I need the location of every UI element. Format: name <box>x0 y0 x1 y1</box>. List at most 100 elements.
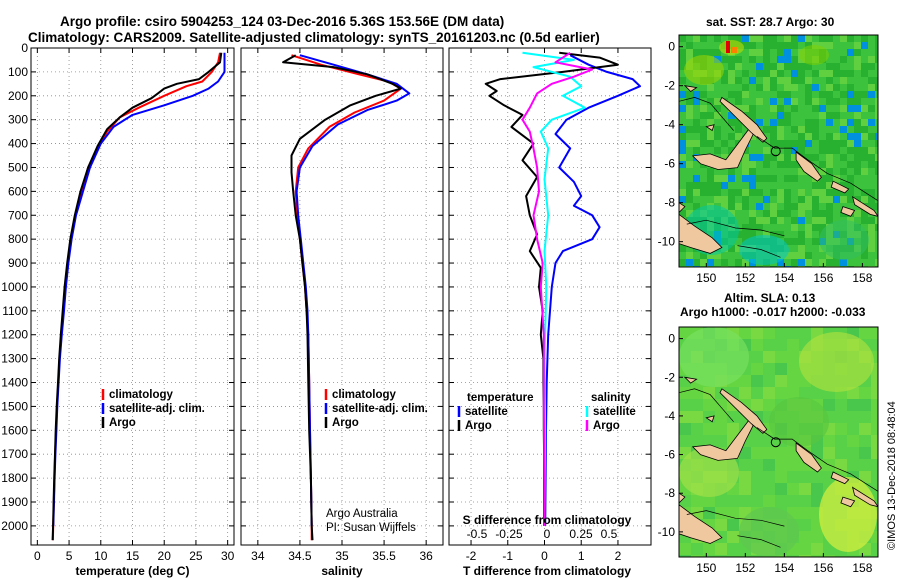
map-pixel <box>798 133 805 140</box>
x-tick-label: 158 <box>852 561 872 575</box>
map-pixel <box>791 238 798 245</box>
map-pixel <box>861 196 868 203</box>
legend-title: temperature <box>467 392 533 404</box>
map-pixel <box>686 210 693 217</box>
map-pixel <box>770 189 777 196</box>
map-pixel <box>784 154 791 161</box>
map-pixel <box>805 133 812 140</box>
map-pixel <box>840 119 847 126</box>
map-pixel <box>791 175 798 182</box>
map-pixel <box>763 42 770 49</box>
map-pixel <box>859 423 871 435</box>
map-pixel <box>854 133 861 140</box>
map-pixel <box>770 154 777 161</box>
x-tick-label: 152 <box>735 561 755 575</box>
map-pixel <box>868 196 875 203</box>
coast-contour <box>679 97 734 131</box>
map-pixel <box>826 77 833 84</box>
map-pixel <box>679 245 686 252</box>
map-pixel <box>791 56 798 63</box>
series-line-argo <box>282 54 402 541</box>
map-pixel <box>811 495 823 507</box>
map-pixel <box>861 126 868 133</box>
map-pixel <box>714 126 721 133</box>
map-patch <box>819 220 869 260</box>
map-pixel <box>770 231 777 238</box>
map-pixel <box>875 224 878 231</box>
map-pixel <box>868 63 875 70</box>
map-pixel <box>791 42 798 49</box>
map-pixel <box>742 203 749 210</box>
sla-map-subtitle: Argo h1000: -0.017 h2000: -0.033 <box>680 305 866 319</box>
map-pixel <box>791 161 798 168</box>
map-pixel <box>868 147 875 154</box>
map-pixel <box>791 147 798 154</box>
map-pixel <box>784 161 791 168</box>
x2-axis-label: S difference from climatology <box>463 513 632 527</box>
map-pixel <box>775 387 787 399</box>
map-pixel <box>775 471 787 483</box>
map-pixel <box>679 327 691 339</box>
map-pixel <box>805 203 812 210</box>
map-pixel <box>763 217 770 224</box>
map-pixel <box>742 154 749 161</box>
map-pixel <box>714 182 721 189</box>
map-pixel <box>707 182 714 189</box>
map-pixel <box>823 435 835 447</box>
x-axis-label: T difference from climatology <box>463 564 631 578</box>
map-pixel <box>770 217 777 224</box>
map-pixel <box>875 98 878 105</box>
legend-label: climatology <box>332 389 397 401</box>
map-pixel <box>826 140 833 147</box>
map-pixel <box>756 189 763 196</box>
coast-contour <box>679 388 734 422</box>
map-pixel <box>703 495 715 507</box>
map-patch <box>739 235 789 265</box>
annotation-line2: PI: Susan Wijffels <box>326 522 416 534</box>
map-pixel <box>763 387 775 399</box>
map-pixel <box>728 119 735 126</box>
y-tick-label: -2 <box>664 370 675 384</box>
map-pixel <box>763 56 770 63</box>
map-pixel <box>784 63 791 70</box>
map-pixel <box>742 91 749 98</box>
map-pixel <box>715 423 727 435</box>
map-pixel <box>775 351 787 363</box>
map-pixel <box>731 47 737 53</box>
map-pixel <box>812 189 819 196</box>
map-pixel <box>791 98 798 105</box>
map-pixel <box>826 119 833 126</box>
land-mass <box>705 415 715 423</box>
map-pixel <box>859 327 871 339</box>
map-pixel <box>686 259 693 266</box>
map-pixel <box>854 210 861 217</box>
map-pixel <box>777 56 784 63</box>
map-pixel <box>861 105 868 112</box>
coast-contour <box>756 427 878 492</box>
map-pixel <box>777 119 784 126</box>
map-pixel <box>735 259 742 266</box>
map-pixel <box>805 140 812 147</box>
map-pixel <box>770 203 777 210</box>
x-tick-label: 156 <box>813 271 833 285</box>
map-pixel <box>770 126 777 133</box>
y-tick-label: 900 <box>8 256 28 270</box>
map-pixel <box>791 77 798 84</box>
map-pixel <box>700 91 707 98</box>
y-tick-label: 1200 <box>1 328 28 342</box>
y-tick-label: -4 <box>664 118 675 132</box>
map-pixel <box>840 35 847 42</box>
grid <box>449 47 651 545</box>
map-pixel <box>714 49 721 56</box>
map-pixel <box>714 252 721 259</box>
map-pixel <box>686 105 693 112</box>
map-pixel <box>693 147 700 154</box>
x-tick-label: 1 <box>578 549 585 563</box>
map-pixel <box>700 259 707 266</box>
series-line-climatology <box>51 52 221 541</box>
map-pixel <box>859 399 871 411</box>
map-pixel <box>749 133 756 140</box>
map-pixel <box>728 168 735 175</box>
map-pixel <box>763 459 775 471</box>
map-pixel <box>728 63 735 70</box>
